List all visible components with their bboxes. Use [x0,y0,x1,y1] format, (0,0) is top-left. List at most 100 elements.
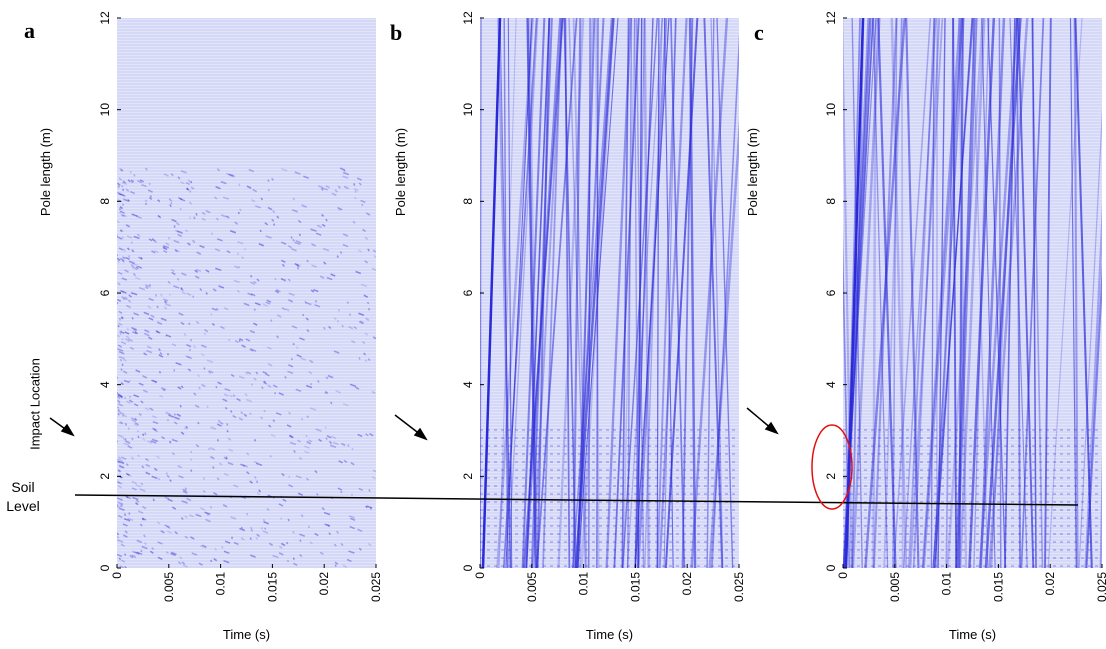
trace [187,179,191,183]
trace [186,355,193,360]
trace [128,399,134,403]
trace [150,440,157,444]
trace [186,344,192,348]
trace [160,530,165,534]
trace [134,331,139,335]
trace [930,18,935,568]
trace [664,18,699,568]
x-tick-label: 0 [110,572,124,579]
trace [117,505,120,509]
trace [333,317,337,321]
trace [271,177,274,181]
trace [244,393,248,397]
trace [211,307,218,312]
trace [358,182,362,186]
trace [372,336,376,340]
trace [351,340,356,344]
panel: 0 2 4 6 8 10 12 0 0.005 0.01 0.015 0.02 0.025 Time (s… [745,11,1106,642]
trace [210,312,213,316]
trace [126,235,133,239]
trace [276,335,279,339]
trace [187,368,192,372]
trace [238,417,244,421]
trace [326,523,330,527]
trace [225,215,230,219]
trace [281,168,288,172]
trace [241,256,244,260]
trace [124,269,129,273]
trace [335,530,340,534]
trace [186,187,190,191]
trace [237,240,244,245]
trace [239,208,242,212]
trace [265,301,271,305]
trace [307,525,310,528]
trace [117,553,123,558]
trace [330,273,336,277]
trace [211,322,215,326]
trace [125,463,129,467]
trace [348,550,355,554]
trace [331,192,337,197]
trace [229,394,233,398]
trace [264,527,267,530]
trace [184,487,188,491]
trace [311,243,317,247]
trace [288,292,295,296]
trace [180,181,185,185]
trace [117,456,122,460]
trace [120,330,125,335]
trace [355,386,360,390]
trace [1004,18,1016,568]
trace [156,321,163,325]
trace [167,498,173,502]
trace [256,533,261,538]
panel: 0 2 4 6 8 10 12 0 0.005 0.01 0.015 0.02 0.025 Time (s… [390,11,746,642]
trace [221,545,224,549]
y-tick-label: 10 [824,103,838,117]
trace [151,475,158,480]
trace [205,269,210,273]
trace [224,406,228,410]
trace [299,553,303,558]
trace [305,384,313,389]
trace [165,411,171,416]
trace [246,398,253,403]
trace [323,261,327,265]
trace [306,440,312,445]
trace [293,562,298,566]
trace [117,497,123,501]
trace [148,297,154,302]
trace [164,300,168,304]
trace [223,393,229,397]
trace [872,18,877,568]
trace [133,423,138,427]
trace [160,317,167,322]
trace [130,190,135,195]
trace [177,176,181,180]
trace [177,386,182,390]
trace [365,212,371,216]
trace [136,233,141,237]
trace [253,438,257,442]
trace [127,338,133,342]
trace [634,18,654,568]
trace [353,183,356,186]
trace [908,18,936,568]
trace [330,401,333,405]
x-tick-label: 0.005 [888,572,902,602]
trace [275,412,282,416]
trace [278,545,283,549]
trace [192,295,195,298]
trace [710,18,724,568]
trace [144,167,148,171]
trace [367,543,372,547]
trace [233,484,239,488]
trace [118,464,125,469]
trace [304,445,310,449]
trace [260,197,264,201]
trace [117,403,124,407]
trace [342,233,349,237]
trace [681,18,694,568]
trace [295,388,302,392]
